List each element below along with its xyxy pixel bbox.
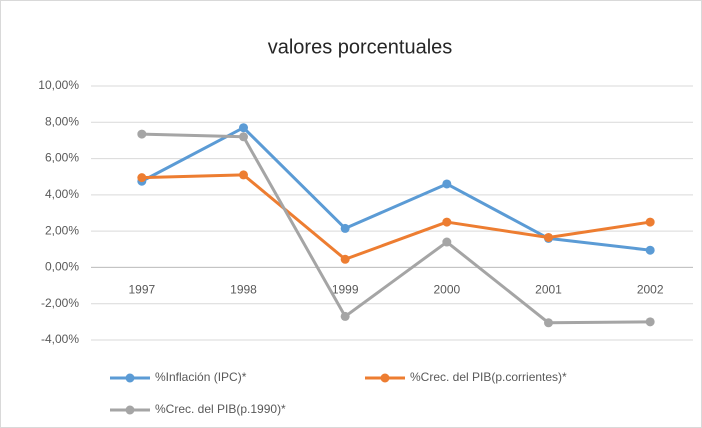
point [340, 254, 350, 264]
point [645, 217, 655, 227]
point [239, 123, 248, 133]
point [442, 179, 452, 189]
x-tick-label: 1999 [332, 283, 359, 297]
point [544, 318, 553, 328]
point [137, 173, 147, 183]
point [239, 170, 248, 180]
y-tick-label: 6,00% [45, 151, 79, 165]
y-tick-label: 8,00% [45, 114, 79, 128]
point [442, 217, 452, 227]
point [239, 132, 248, 142]
point [340, 223, 350, 233]
y-tick-label: 2,00% [45, 223, 79, 237]
x-tick-label: 2001 [535, 283, 562, 297]
series-line [141, 173, 651, 261]
y-tick-label: -4,00% [41, 332, 79, 346]
x-tick-label: 2000 [433, 283, 460, 297]
y-tick-label: 10,00% [38, 78, 79, 92]
y-tick-label: 4,00% [45, 187, 79, 201]
legend-label: %Crec. del PIB(p.1990)* [155, 402, 286, 416]
y-tick-label: -2,00% [41, 296, 79, 310]
legend-marker [125, 405, 135, 415]
x-tick-label: 2002 [637, 283, 664, 297]
x-tick-label: 1998 [230, 283, 257, 297]
legend-label: %Inflación (IPC)* [155, 370, 247, 384]
x-tick-label: 1997 [128, 283, 155, 297]
point [544, 232, 553, 242]
legend-label: %Crec. del PIB(p.corrientes)* [410, 370, 567, 384]
legend-marker [125, 373, 135, 383]
legend-marker [380, 373, 390, 383]
point [645, 245, 655, 255]
point [137, 129, 147, 139]
point [645, 317, 655, 327]
point [442, 237, 452, 247]
chart-title: valores porcentuales [268, 36, 453, 58]
point [340, 311, 350, 321]
series-line [141, 132, 651, 325]
y-tick-label: 0,00% [45, 260, 79, 274]
